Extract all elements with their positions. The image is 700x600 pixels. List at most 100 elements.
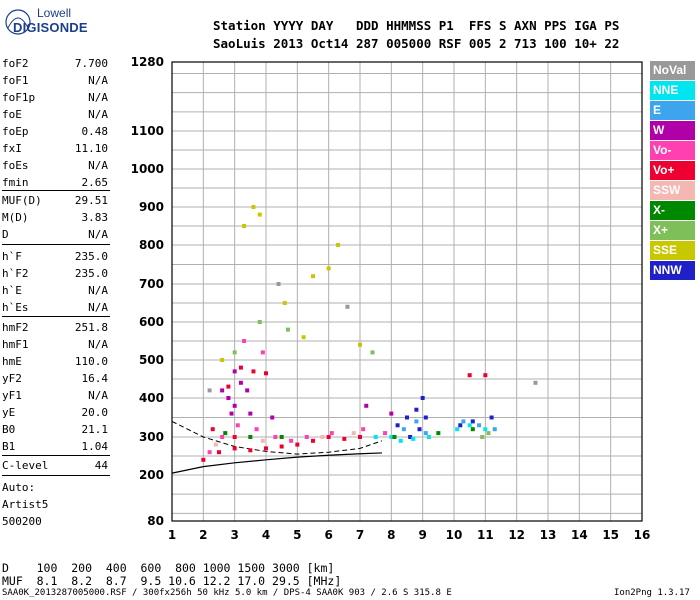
echo-point — [326, 266, 331, 271]
param-value: N/A — [88, 108, 108, 121]
param-row: h`E N/A — [2, 284, 108, 300]
echo-point — [408, 435, 413, 439]
echo-point — [398, 438, 403, 443]
auto-artist: Artist5 — [2, 498, 49, 511]
param-name: yF2 — [2, 372, 22, 385]
echo-point — [370, 350, 375, 355]
param-row: B0 21.1 — [2, 423, 108, 439]
param-value: 21.1 — [81, 423, 109, 436]
param-row: M(D) 3.83 — [2, 211, 108, 227]
echo-point — [276, 282, 281, 286]
echo-point — [282, 301, 287, 305]
param-name: foF1 — [2, 74, 29, 87]
echo-point — [207, 450, 212, 455]
echo-point — [229, 411, 234, 416]
param-row: fxI 11.10 — [2, 142, 108, 158]
echo-point — [373, 435, 378, 439]
echo-point — [217, 450, 221, 455]
x-tick-label: 16 — [634, 528, 651, 542]
echo-point — [320, 435, 325, 439]
echo-point — [329, 431, 334, 436]
param-row: C-level 44 — [2, 459, 108, 475]
x-tick-label: 11 — [477, 528, 494, 542]
echo-point — [455, 427, 460, 432]
auto-code: 500200 — [2, 515, 42, 528]
echo-point — [248, 448, 253, 453]
echo-point — [213, 442, 218, 447]
echo-point — [470, 427, 475, 432]
echo-point — [301, 335, 306, 340]
virtual-height-trace — [171, 452, 382, 474]
echo-point — [270, 415, 275, 420]
echo-point — [420, 396, 425, 400]
legend-item: Vo+ — [650, 161, 695, 180]
param-value: N/A — [88, 159, 108, 172]
x-tick-label: 1 — [168, 528, 176, 542]
x-tick-label: 9 — [418, 528, 426, 542]
echo-point — [257, 212, 262, 217]
echo-point — [364, 403, 369, 408]
param-name: h`F2 — [2, 267, 29, 280]
version-label: Ion2Png 1.3.17 — [614, 588, 690, 598]
legend-item: X+ — [650, 221, 695, 240]
param-row: hmF1 N/A — [2, 338, 108, 354]
echo-point — [395, 423, 400, 428]
legend-item: SSW — [650, 181, 695, 200]
param-row: B1 1.04 — [2, 440, 108, 456]
x-tick-label: 7 — [356, 528, 364, 542]
param-value: 235.0 — [74, 267, 108, 280]
param-row: hmF2 251.8 — [2, 321, 108, 337]
param-value: N/A — [88, 91, 108, 104]
echo-point — [486, 431, 491, 436]
divider — [2, 475, 110, 476]
legend-item: NNE — [650, 81, 695, 100]
y-tick-label: 1280 — [131, 55, 164, 69]
echo-point — [311, 274, 315, 279]
y-tick-label: 500 — [139, 353, 164, 367]
plot-grid — [171, 62, 643, 521]
x-tick-label: 10 — [446, 528, 463, 542]
echo-point — [254, 427, 259, 432]
param-row: MUF(D) 29.51 — [2, 194, 108, 210]
auto-label: Auto: — [2, 481, 36, 494]
echo-point — [207, 388, 212, 393]
echo-point — [273, 435, 278, 439]
echo-point — [251, 205, 256, 209]
echo-point — [260, 350, 265, 355]
echo-point — [423, 431, 428, 436]
param-row: foEs N/A — [2, 159, 108, 175]
param-name: fmin — [2, 176, 29, 189]
echo-point — [232, 403, 237, 408]
echo-point — [235, 423, 240, 428]
echo-point — [210, 427, 215, 432]
echo-point — [426, 435, 431, 439]
x-tick-label: 4 — [262, 528, 270, 542]
x-tick-label: 13 — [540, 528, 557, 542]
echo-point — [248, 411, 253, 416]
param-value: 0.48 — [81, 125, 109, 138]
echo-point — [232, 446, 237, 451]
echo-point — [242, 339, 247, 343]
echo-point — [248, 435, 253, 439]
y-tick-label: 1100 — [131, 124, 164, 138]
y-tick-label: 200 — [139, 468, 164, 482]
y-tick-label: 400 — [139, 391, 164, 405]
divider — [2, 190, 110, 191]
param-value: N/A — [88, 389, 108, 402]
legend-item: W — [650, 121, 695, 140]
param-value: 2.65 — [81, 176, 109, 189]
param-row: yF2 16.4 — [2, 372, 108, 388]
echo-point — [467, 423, 472, 428]
echo-point — [220, 358, 225, 362]
param-name: hmE — [2, 355, 22, 368]
param-name: foE — [2, 108, 22, 121]
logo-text-digisonde: DIGISONDE — [13, 20, 88, 35]
echo-point — [257, 320, 262, 324]
echo-point — [358, 342, 362, 347]
param-name: h`F — [2, 250, 22, 263]
param-name: D — [2, 228, 9, 241]
echo-point — [492, 427, 497, 432]
param-value: 3.83 — [81, 211, 109, 224]
legend-item: E — [650, 101, 695, 120]
